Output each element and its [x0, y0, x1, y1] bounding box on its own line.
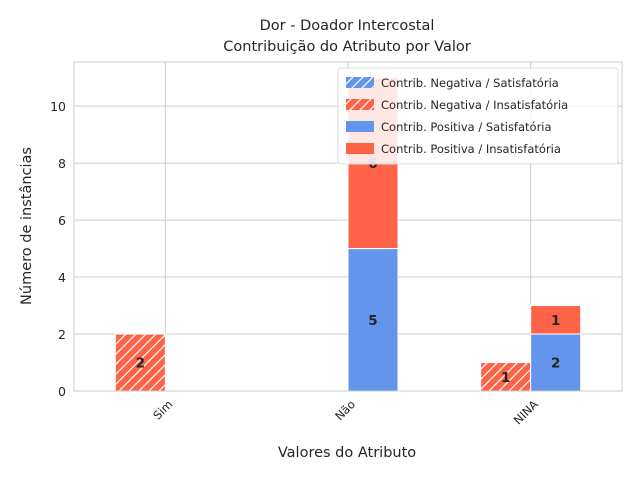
- legend-swatch: [346, 143, 374, 154]
- legend-entry-label: Contrib. Positiva / Satisfatória: [381, 120, 552, 134]
- legend-swatch-hatch: [346, 99, 374, 110]
- bar-segment: [530, 333, 582, 392]
- x-tick-label: Não: [332, 397, 358, 423]
- bar-value-label: 1: [551, 313, 560, 329]
- y-tick-label: 0: [58, 384, 66, 399]
- legend-entry-label: Contrib. Negativa / Satisfatória: [381, 76, 559, 90]
- bar-hatch-overlay: [480, 362, 531, 391]
- bar-segment: [347, 248, 399, 392]
- legend: Contrib. Negativa / Satisfatória Contrib.…: [337, 67, 619, 165]
- bar-value-label: 2: [551, 356, 560, 372]
- bar-hatch-overlay: [115, 334, 166, 391]
- chart-title-line2: Contribuição do Atributo por Valor: [223, 39, 470, 55]
- legend-swatch-hatch: [346, 77, 374, 88]
- legend-entry-label: Contrib. Positiva / Insatisfatória: [381, 142, 561, 156]
- y-tick-label: 2: [58, 327, 66, 342]
- legend-entry-label: Contrib. Negativa / Insatisfatória: [381, 98, 568, 112]
- legend-swatch: [346, 121, 374, 132]
- legend-frame: [337, 67, 619, 165]
- bars-layer: [114, 77, 582, 392]
- y-tick-label: 10: [50, 99, 66, 114]
- x-axis-label: Valores do Atributo: [278, 445, 416, 461]
- x-tick-label: Sim: [150, 397, 175, 422]
- bar-value-label: 5: [368, 313, 377, 329]
- y-axis-label: Número de instâncias: [19, 147, 35, 305]
- bar-value-label: 2: [136, 356, 145, 372]
- y-tick-label: 6: [58, 213, 66, 228]
- x-tick-label: NINA: [511, 397, 541, 427]
- y-tick-label: 8: [58, 156, 66, 171]
- bar-segment: [530, 305, 582, 335]
- plot-frame: [73, 61, 623, 392]
- chart-title-line1: Dor - Doador Intercostal: [260, 18, 435, 34]
- bar-value-label: 1: [501, 370, 510, 386]
- y-tick-label: 4: [58, 270, 66, 285]
